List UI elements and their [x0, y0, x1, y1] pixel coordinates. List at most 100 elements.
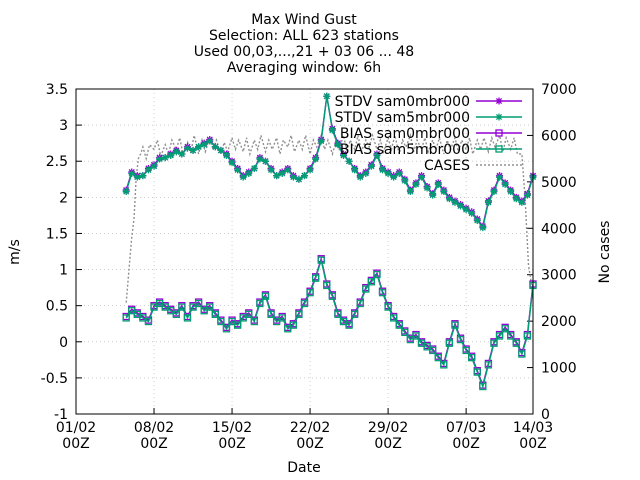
- data-point: [429, 191, 437, 199]
- x-tick-label-date: 01/02: [56, 420, 96, 436]
- chart-title-line-4: Averaging window: 6h: [227, 60, 381, 76]
- data-point: [267, 310, 275, 318]
- data-point: [239, 173, 247, 181]
- data-point: [150, 162, 158, 170]
- data-point: [183, 144, 191, 152]
- x-tick-label-time: 00Z: [140, 436, 167, 452]
- series-cases: [125, 132, 534, 303]
- series-line: [125, 257, 534, 389]
- data-point: [351, 310, 359, 318]
- data-point: [367, 162, 375, 170]
- data-point: [144, 317, 153, 326]
- data-point: [273, 172, 281, 180]
- data-point: [373, 270, 381, 279]
- data-point: [267, 166, 275, 174]
- data-point: [479, 382, 487, 391]
- data-point: [206, 303, 214, 311]
- legend-label: BIAS sam5mbr000: [340, 142, 470, 158]
- data-point: [473, 368, 481, 376]
- data-point: [172, 310, 180, 318]
- data-point: [317, 256, 325, 264]
- data-point: [512, 339, 520, 347]
- data-point: [495, 332, 504, 340]
- plot-frame: [75, 88, 534, 415]
- x-tick-label-time: 00Z: [296, 436, 323, 452]
- x-tick-label-date: 08/02: [134, 420, 174, 436]
- data-point: [362, 170, 370, 177]
- y2-tick-label: 7000: [541, 82, 577, 98]
- data-point: [284, 166, 292, 174]
- data-point: [345, 157, 353, 165]
- data-point: [401, 177, 409, 185]
- x-tick-label-date: 14/03: [513, 420, 553, 436]
- data-point: [501, 325, 509, 333]
- data-point: [234, 166, 242, 174]
- data-point: [495, 97, 503, 105]
- data-point: [222, 151, 230, 159]
- data-point: [312, 155, 320, 163]
- data-point: [178, 150, 186, 158]
- x-tick-label-time: 00Z: [62, 436, 89, 452]
- data-point: [356, 173, 364, 181]
- data-point: [328, 126, 336, 134]
- data-point: [306, 289, 314, 297]
- x-tick-label-time: 00Z: [452, 436, 479, 452]
- data-point: [178, 303, 186, 311]
- data-point: [390, 314, 398, 322]
- data-point: [206, 137, 214, 145]
- y2-axis-label: No cases: [597, 221, 613, 284]
- data-point: [161, 154, 169, 162]
- data-point: [233, 321, 242, 329]
- x-tick-label-time: 00Z: [218, 436, 245, 452]
- data-point: [434, 354, 442, 362]
- data-point: [484, 198, 492, 206]
- x-axis-label: Date: [287, 460, 320, 476]
- data-point: [440, 361, 448, 369]
- chart-title-line-3: Used 00,03,...,21 + 03 06 ... 48: [194, 44, 414, 60]
- data-point: [418, 173, 426, 181]
- data-point: [440, 188, 448, 196]
- data-point: [451, 198, 459, 206]
- x-tick-label-date: 22/02: [290, 420, 330, 436]
- data-point: [490, 188, 498, 196]
- data-point: [340, 151, 348, 159]
- data-point: [479, 224, 487, 232]
- data-point: [495, 113, 503, 121]
- data-point: [211, 143, 219, 151]
- data-point: [245, 310, 253, 318]
- data-point: [457, 202, 465, 210]
- data-point: [334, 310, 342, 318]
- data-point: [379, 166, 387, 174]
- y-tick-label: 1: [59, 263, 68, 279]
- data-point: [311, 274, 320, 282]
- y2-tick-label: 5000: [541, 175, 577, 191]
- y-tick-label: 3.5: [46, 82, 68, 98]
- data-point: [245, 170, 253, 177]
- data-point: [384, 303, 392, 311]
- data-point: [495, 129, 503, 137]
- data-point: [289, 173, 297, 181]
- data-point: [518, 198, 526, 206]
- axis-ticks: -1 -0.5 0 0.5 1 1.5 2 2.5 3 3.5 0 1000 2000 3000 4000 5…: [41, 82, 577, 452]
- data-point: [518, 350, 526, 358]
- data-point: [328, 292, 337, 300]
- y-tick-label: 3: [59, 118, 68, 134]
- y2-tick-label: 4000: [541, 221, 577, 237]
- y2-tick-label: 3000: [541, 268, 577, 284]
- data-point: [367, 278, 376, 286]
- data-point: [451, 321, 459, 329]
- data-point: [122, 188, 130, 196]
- data-point: [278, 314, 286, 322]
- data-point: [484, 361, 493, 369]
- chart-title-line-1: Max Wind Gust: [251, 12, 357, 28]
- series-stdv-sam5mbr000: [122, 92, 537, 232]
- series-line: [125, 132, 534, 303]
- series-bias-sam5mbr000: [122, 256, 537, 391]
- data-point: [395, 321, 403, 329]
- data-point: [295, 310, 303, 318]
- data-point: [356, 299, 364, 308]
- data-point: [395, 170, 403, 177]
- legend-label: STDV sam5mbr000: [335, 110, 470, 126]
- legend-label: CASES: [424, 158, 470, 174]
